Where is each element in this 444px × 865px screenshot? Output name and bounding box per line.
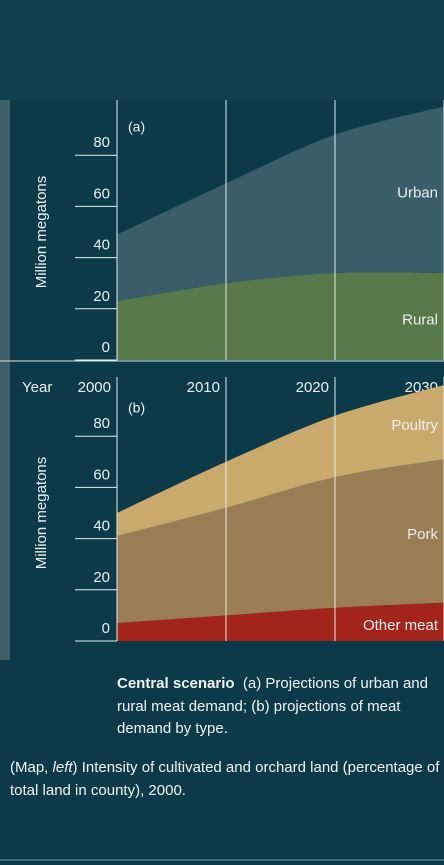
area [117,107,444,302]
y-tick-label: 80 [93,134,110,151]
series-label: Rural [402,311,438,328]
series-label: Urban [397,185,438,202]
map-edge [0,100,10,660]
note-text: (Map, [10,759,53,776]
panel-label: (b) [128,400,145,416]
y-tick-label: 60 [93,466,110,483]
x-tick-label: 2000 [78,379,111,396]
y-axis-label: Million megatons [33,457,50,570]
y-tick-label: 20 [93,288,110,305]
y-tick-label: 0 [102,339,110,356]
y-tick-label: 20 [93,569,110,586]
note: (Map, left) Intensity of cultivated and … [10,757,440,802]
y-tick-label: 60 [93,185,110,202]
note-italic: left [53,759,73,776]
series-label: Poultry [391,417,438,434]
y-axis-label: Million megatons [33,176,50,289]
header-band [0,0,444,100]
y-tick-label: 0 [102,620,110,637]
panel-label: (a) [128,119,145,135]
page: {"chart_data": [ {"type": "area", "panel… [0,0,444,865]
x-tick-label: 2020 [296,379,329,396]
y-tick-label: 40 [93,518,110,535]
caption: Central scenario (a) Projections of urba… [117,673,442,741]
caption-title: Central scenario [117,675,235,692]
y-tick-label: 40 [93,237,110,254]
x-axis-label: Year [22,379,52,396]
note-text: ) Intensity of cultivated and orchard la… [10,759,439,799]
x-tick-label: 2010 [187,379,220,396]
series-label: Other meat [363,617,439,634]
series-label: Pork [407,526,438,543]
y-tick-label: 80 [93,415,110,432]
